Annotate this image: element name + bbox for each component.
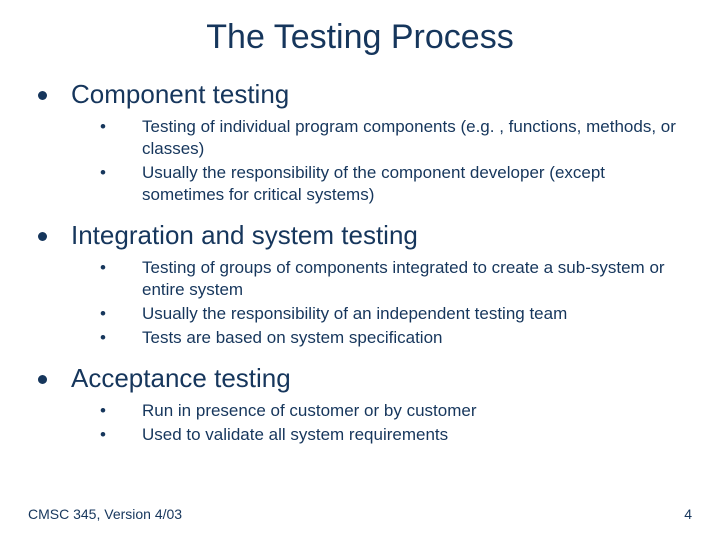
section-label: Integration and system testing — [71, 220, 418, 251]
list-item-text: Run in presence of customer or by custom… — [142, 400, 476, 422]
list-item: • Usually the responsibility of an indep… — [100, 303, 680, 325]
section-label: Component testing — [71, 79, 289, 110]
list-item-text: Usually the responsibility of the compon… — [142, 162, 680, 206]
sub-bullet-icon: • — [100, 400, 142, 422]
list-item-text: Tests are based on system specification — [142, 327, 442, 349]
list-item-text: Used to validate all system requirements — [142, 424, 448, 446]
bullet-dot-icon — [38, 232, 47, 241]
section-heading: Integration and system testing — [28, 220, 692, 251]
list-item-text: Testing of groups of components integrat… — [142, 257, 680, 301]
list-item: • Testing of groups of components integr… — [100, 257, 680, 301]
list-item: • Used to validate all system requiremen… — [100, 424, 680, 446]
sub-bullet-icon: • — [100, 257, 142, 279]
sub-bullet-icon: • — [100, 327, 142, 349]
sub-bullet-icon: • — [100, 303, 142, 325]
sub-list: • Testing of individual program componen… — [100, 116, 680, 206]
bullet-dot-icon — [38, 375, 47, 384]
list-item: • Testing of individual program componen… — [100, 116, 680, 160]
sub-bullet-icon: • — [100, 116, 142, 138]
list-item: • Tests are based on system specificatio… — [100, 327, 680, 349]
slide: The Testing Process Component testing • … — [0, 0, 720, 540]
footer-right: 4 — [684, 506, 692, 522]
section-label: Acceptance testing — [71, 363, 291, 394]
sub-list: • Testing of groups of components integr… — [100, 257, 680, 349]
list-item: • Run in presence of customer or by cust… — [100, 400, 680, 422]
slide-title: The Testing Process — [28, 18, 692, 57]
bullet-dot-icon — [38, 91, 47, 100]
sub-bullet-icon: • — [100, 424, 142, 446]
footer: CMSC 345, Version 4/03 4 — [28, 506, 692, 522]
list-item: • Usually the responsibility of the comp… — [100, 162, 680, 206]
list-item-text: Testing of individual program components… — [142, 116, 680, 160]
section-heading: Component testing — [28, 79, 692, 110]
sub-list: • Run in presence of customer or by cust… — [100, 400, 680, 446]
list-item-text: Usually the responsibility of an indepen… — [142, 303, 567, 325]
sub-bullet-icon: • — [100, 162, 142, 184]
section-heading: Acceptance testing — [28, 363, 692, 394]
footer-left: CMSC 345, Version 4/03 — [28, 506, 182, 522]
